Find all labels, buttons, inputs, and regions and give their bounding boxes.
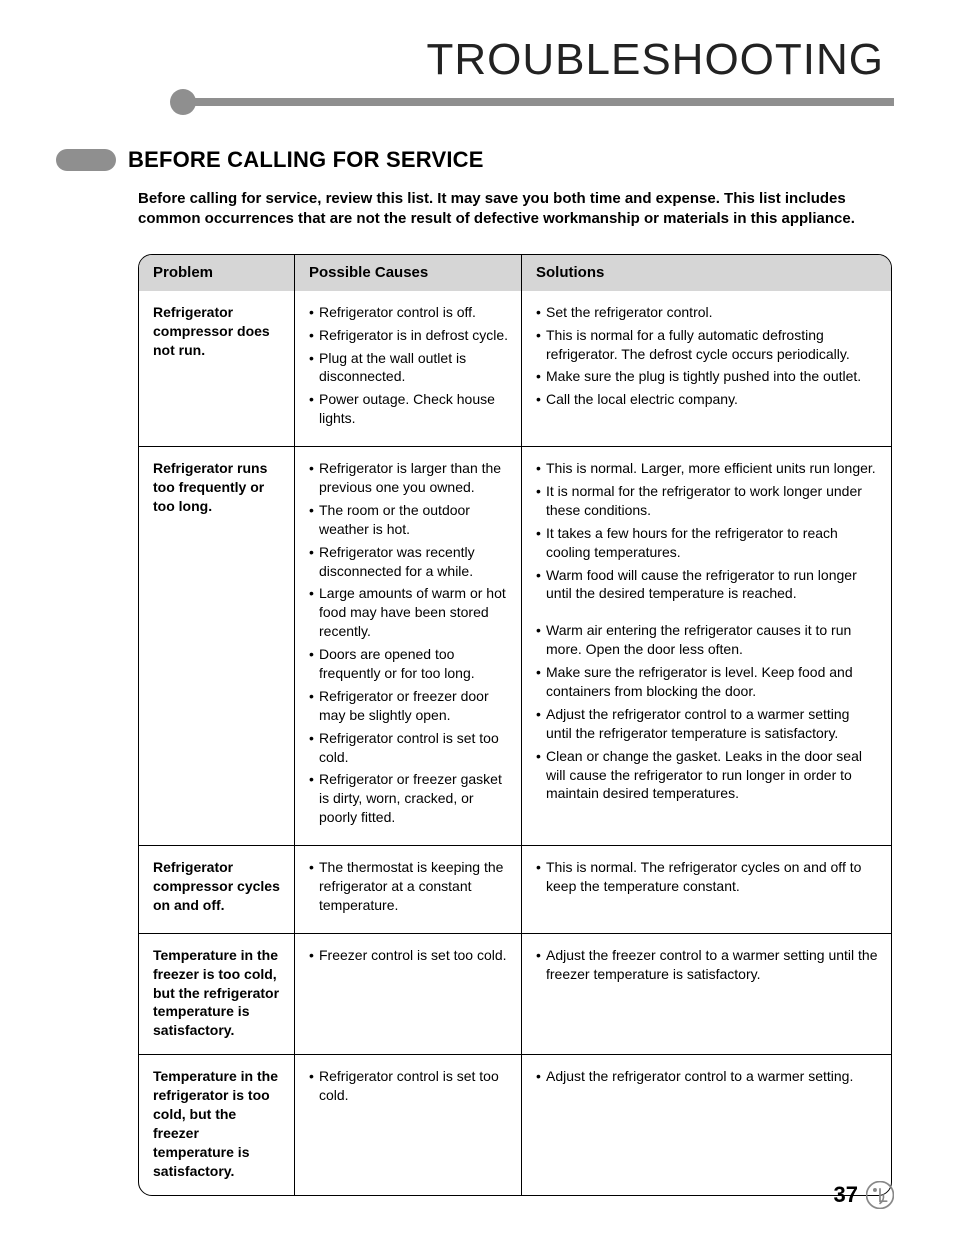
cell-problem: Temperature in the refrigerator is too c… [139,1055,294,1194]
cell-causes: Refrigerator control is off. Refrigerator… [294,291,521,446]
list-item: Make sure the plug is tightly pushed int… [536,367,879,386]
list-item: Refrigerator was recently disconnected f… [309,543,509,581]
section-pill-icon [56,149,116,171]
list-item: Adjust the refrigerator control to a war… [536,705,879,743]
list-item: Freezer control is set too cold. [309,946,509,965]
cell-solutions: Adjust the freezer control to a warmer s… [521,934,891,1054]
page-title: TROUBLESHOOTING [0,35,954,85]
cell-problem: Refrigerator compressor does not run. [139,291,294,446]
table-row: Temperature in the freezer is too cold, … [139,933,891,1054]
cell-solutions: This is normal. Larger, more efficient u… [521,447,891,845]
cell-causes: Refrigerator control is set too cold. [294,1055,521,1194]
cell-problem: Temperature in the freezer is too cold, … [139,934,294,1054]
cell-problem: Refrigerator compressor cycles on and of… [139,846,294,933]
list-item: This is normal for a fully automatic def… [536,326,879,364]
page-number: 37 [834,1182,858,1208]
table-header-row: Problem Possible Causes Solutions [139,255,891,291]
lg-logo-icon [866,1181,894,1209]
page-footer: 37 [834,1181,894,1209]
section-heading-row: BEFORE CALLING FOR SERVICE [58,147,892,173]
table-row: Refrigerator compressor does not run.Ref… [139,291,891,446]
cell-causes: The thermostat is keeping the refrigerat… [294,846,521,933]
list-item: Refrigerator or freezer gasket is dirty,… [309,770,509,827]
cell-solutions: This is normal. The refrigerator cycles … [521,846,891,933]
list-item: The room or the outdoor weather is hot. [309,501,509,539]
list-item: Call the local electric company. [536,390,879,409]
list-item: Warm air entering the refrigerator cause… [536,621,879,659]
table-row: Temperature in the refrigerator is too c… [139,1054,891,1194]
list-item: Make sure the refrigerator is level. Kee… [536,663,879,701]
list-item: The thermostat is keeping the refrigerat… [309,858,509,915]
divider-line [195,98,894,106]
list-item: Adjust the refrigerator control to a war… [536,1067,879,1086]
list-item: Adjust the freezer control to a warmer s… [536,946,879,984]
list-item: It is normal for the refrigerator to wor… [536,482,879,520]
list-item: This is normal. The refrigerator cycles … [536,858,879,896]
col-header-problem: Problem [139,255,294,291]
list-item: This is normal. Larger, more efficient u… [536,459,879,478]
page-header: TROUBLESHOOTING [0,0,954,109]
list-item: It takes a few hours for the refrigerato… [536,524,879,562]
list-item: Clean or change the gasket. Leaks in the… [536,747,879,804]
list-item: Warm food will cause the refrigerator to… [536,566,879,604]
col-header-solutions: Solutions [521,255,891,291]
cell-solutions: Set the refrigerator control. This is nor… [521,291,891,446]
header-divider [170,95,894,109]
cell-problem: Refrigerator runs too frequently or too … [139,447,294,845]
table-row: Refrigerator compressor cycles on and of… [139,845,891,933]
list-item: Refrigerator control is set too cold. [309,1067,509,1105]
cell-causes: Refrigerator is larger than the previous… [294,447,521,845]
list-item: Power outage. Check house lights. [309,390,509,428]
list-item: Doors are opened too frequently or for t… [309,645,509,683]
list-item: Large amounts of warm or hot food may ha… [309,584,509,641]
section-title: BEFORE CALLING FOR SERVICE [128,147,484,173]
list-item: Refrigerator control is set too cold. [309,729,509,767]
cell-causes: Freezer control is set too cold. [294,934,521,1054]
table-row: Refrigerator runs too frequently or too … [139,446,891,845]
list-item: Set the refrigerator control. [536,303,879,322]
list-item: Plug at the wall outlet is disconnected. [309,349,509,387]
troubleshoot-table: Problem Possible Causes Solutions Refrig… [138,254,892,1196]
list-item: Refrigerator or freezer door may be slig… [309,687,509,725]
section-before-calling: BEFORE CALLING FOR SERVICE Before callin… [0,147,954,1196]
list-item: Refrigerator is in defrost cycle. [309,326,509,345]
list-item: Refrigerator is larger than the previous… [309,459,509,497]
cell-solutions: Adjust the refrigerator control to a war… [521,1055,891,1194]
list-item: Refrigerator control is off. [309,303,509,322]
divider-dot-icon [170,89,196,115]
col-header-causes: Possible Causes [294,255,521,291]
section-intro: Before calling for service, review this … [58,189,892,230]
